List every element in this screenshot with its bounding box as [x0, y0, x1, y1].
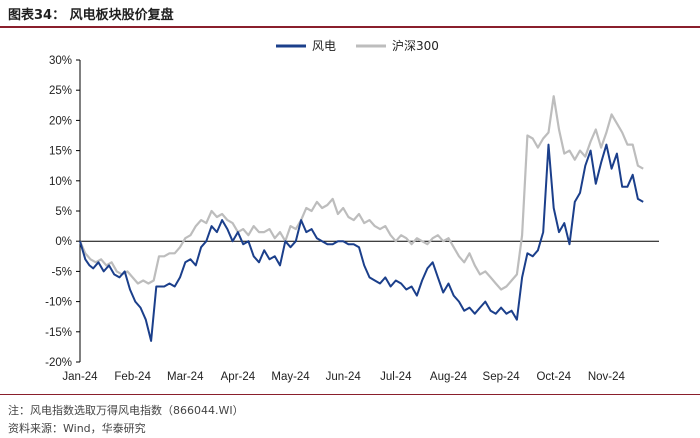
- footer-rule: [0, 394, 700, 395]
- legend: 风电 沪深300: [276, 39, 439, 53]
- y-tick-label: 15%: [49, 146, 72, 158]
- x-tick-label: Apr-24: [221, 371, 256, 383]
- y-tick-label: 30%: [49, 55, 72, 67]
- y-tick-label: -10%: [45, 297, 72, 309]
- y-tick-label: -20%: [45, 357, 72, 369]
- title-rule: [0, 26, 700, 28]
- legend-label-wind: 风电: [312, 39, 336, 53]
- legend-label-hs300: 沪深300: [392, 39, 439, 53]
- y-tick-label: 0%: [55, 236, 72, 248]
- y-tick-label: 25%: [49, 85, 72, 97]
- y-tick-label: -15%: [45, 327, 72, 339]
- x-tick-label: Aug-24: [430, 371, 468, 383]
- x-axis: Jan-24 Feb-24 Mar-24 Apr-24 May-24 Jun-24 Jul-…: [62, 240, 659, 383]
- x-tick-label: Jan-24: [62, 371, 98, 383]
- x-tick-label: May-24: [271, 371, 310, 383]
- y-tick-label: -5%: [52, 266, 72, 278]
- y-tick-label: 5%: [55, 206, 72, 218]
- x-tick-label: Nov-24: [588, 371, 626, 383]
- x-tick-label: Jul-24: [380, 371, 412, 383]
- y-tick-label: 10%: [49, 176, 72, 188]
- x-tick-label: Oct-24: [536, 371, 571, 383]
- x-tick-label: Feb-24: [114, 371, 151, 383]
- series-line-hs300: [78, 95, 644, 291]
- footnote: 注：风电指数选取万得风电指数（866044.WI）: [8, 404, 244, 417]
- figure-title: 图表34： 风电板块股价复盘: [8, 8, 174, 23]
- series-line-wind: [79, 143, 644, 342]
- x-tick-label: Mar-24: [167, 371, 204, 383]
- series-group: [78, 95, 644, 342]
- x-tick-label: Jun-24: [326, 371, 362, 383]
- y-axis: -20% -15% -10% -5% 0% 5% 10% 15% 20% 25% 30%: [45, 55, 81, 369]
- y-tick-label: 20%: [49, 115, 72, 127]
- x-tick-label: Sep-24: [483, 371, 521, 383]
- line-chart: 风电 沪深300 -20% -15% -10% -5% 0% 5% 10% 15% 20% 25%…: [45, 39, 659, 383]
- source-note: 资料来源：Wind，华泰研究: [8, 422, 146, 435]
